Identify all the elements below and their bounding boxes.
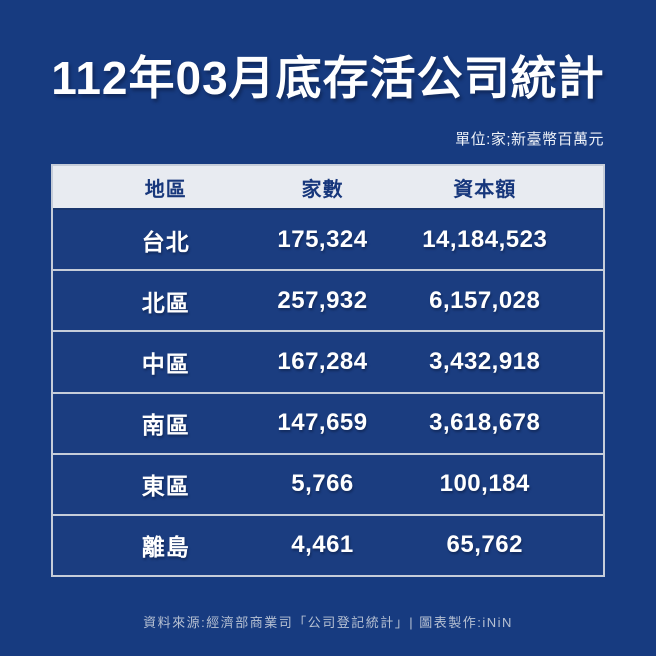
region-cell: 南區 [141,412,190,439]
table-row: 離島 4,461 65,762 [53,515,603,576]
source-note: 資料來源:經濟部商業司「公司登記統計」| 圖表製作:iNiN [143,615,513,630]
count-cell: 4,461 [291,531,354,559]
region-cell: 東區 [141,473,190,500]
region-cell: 離島 [141,534,190,561]
count-cell: 257,932 [277,286,368,314]
table-row: 北區 257,932 6,157,028 [53,271,603,333]
page-title: 112年03月底存活公司統計 [51,52,605,104]
capital-cell: 3,432,918 [429,347,541,375]
region-cell: 北區 [141,289,190,316]
column-header-capital: 資本額 [453,178,517,201]
table-row: 台北 175,324 14,184,523 [53,210,603,272]
statistics-table: 地區 家數 資本額 台北 175,324 14,184,523 北區 257,9… [51,164,605,577]
count-cell: 5,766 [291,470,354,498]
column-header-region: 地區 [144,178,187,201]
table-row: 南區 147,659 3,618,678 [53,393,603,455]
capital-cell: 14,184,523 [422,225,548,253]
table-header-row: 地區 家數 資本額 [53,166,603,210]
capital-cell: 100,184 [439,470,530,498]
table-row: 東區 5,766 100,184 [53,454,603,516]
region-cell: 中區 [141,350,190,377]
count-cell: 175,324 [277,225,368,253]
count-cell: 147,659 [277,409,368,437]
table-row: 中區 167,284 3,432,918 [53,332,603,394]
region-cell: 台北 [141,228,190,255]
count-cell: 167,284 [277,347,368,375]
column-header-count: 家數 [301,178,344,201]
capital-cell: 65,762 [446,531,523,559]
unit-note: 單位:家;新臺幣百萬元 [455,131,604,148]
capital-cell: 3,618,678 [429,409,541,437]
capital-cell: 6,157,028 [429,286,541,314]
